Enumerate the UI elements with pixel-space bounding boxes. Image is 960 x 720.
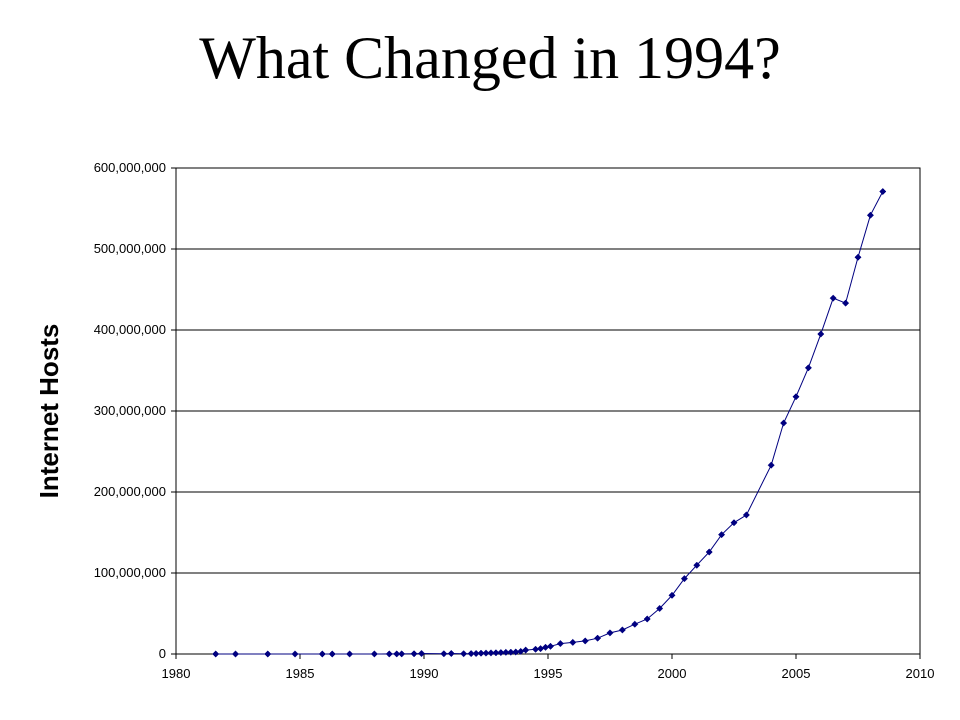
data-point	[581, 637, 589, 645]
data-point	[467, 650, 475, 658]
data-point	[231, 650, 240, 658]
data-point	[492, 649, 500, 657]
data-point	[507, 648, 515, 656]
data-point	[718, 531, 726, 539]
data-point	[541, 643, 550, 651]
data-point	[346, 650, 354, 658]
data-point	[594, 634, 602, 642]
data-point	[656, 604, 664, 613]
y-tick-label: 200,000,000	[94, 484, 166, 499]
data-point	[817, 330, 825, 338]
y-tick-label: 500,000,000	[94, 241, 166, 256]
data-point	[705, 548, 713, 556]
data-point	[370, 650, 378, 658]
data-point	[767, 461, 775, 469]
y-tick-label: 100,000,000	[94, 565, 166, 580]
data-point	[264, 650, 272, 658]
y-tick-label: 400,000,000	[94, 322, 166, 337]
data-point	[460, 650, 468, 658]
data-point	[291, 650, 299, 658]
data-point	[631, 620, 639, 628]
data-point	[546, 642, 555, 650]
data-point	[447, 649, 455, 658]
x-tick-label: 2010	[906, 666, 935, 681]
data-point	[212, 650, 220, 658]
data-point	[477, 649, 485, 657]
data-point	[398, 650, 406, 658]
data-point	[618, 626, 626, 634]
data-point	[487, 649, 495, 657]
data-point	[643, 615, 651, 623]
data-point	[393, 650, 401, 658]
data-point	[537, 645, 545, 653]
data-point	[829, 294, 837, 302]
data-point	[693, 561, 701, 569]
data-point	[502, 648, 510, 656]
data-point	[318, 650, 326, 658]
x-tick-label: 1985	[286, 666, 315, 681]
y-tick-label: 300,000,000	[94, 403, 166, 418]
x-tick-label: 2000	[658, 666, 687, 681]
data-point	[792, 393, 800, 401]
data-point	[866, 211, 874, 219]
data-point	[385, 650, 393, 658]
data-point	[497, 649, 505, 657]
data-point	[522, 646, 530, 654]
y-tick-label: 0	[159, 646, 166, 661]
data-point	[417, 649, 426, 658]
x-tick-label: 1995	[534, 666, 563, 681]
data-point	[780, 419, 788, 427]
data-point	[804, 364, 812, 372]
x-tick-label: 1980	[162, 666, 191, 681]
data-point	[854, 253, 862, 261]
data-point	[668, 591, 676, 599]
x-tick-label: 1990	[410, 666, 439, 681]
x-tick-label: 2005	[782, 666, 811, 681]
data-point	[410, 650, 418, 658]
data-point	[730, 519, 738, 527]
data-point	[472, 649, 480, 658]
data-point	[742, 511, 750, 519]
slide-title: What Changed in 1994?	[199, 25, 781, 91]
y-tick-label: 600,000,000	[94, 160, 166, 175]
data-point	[569, 638, 577, 646]
y-axis-label: Internet Hosts	[34, 324, 64, 499]
data-point	[842, 299, 850, 307]
data-point	[440, 650, 448, 658]
data-point	[680, 575, 688, 583]
data-point	[328, 650, 336, 658]
data-point	[556, 640, 564, 648]
data-point	[482, 649, 490, 657]
data-point	[606, 629, 614, 637]
data-point	[879, 187, 887, 196]
